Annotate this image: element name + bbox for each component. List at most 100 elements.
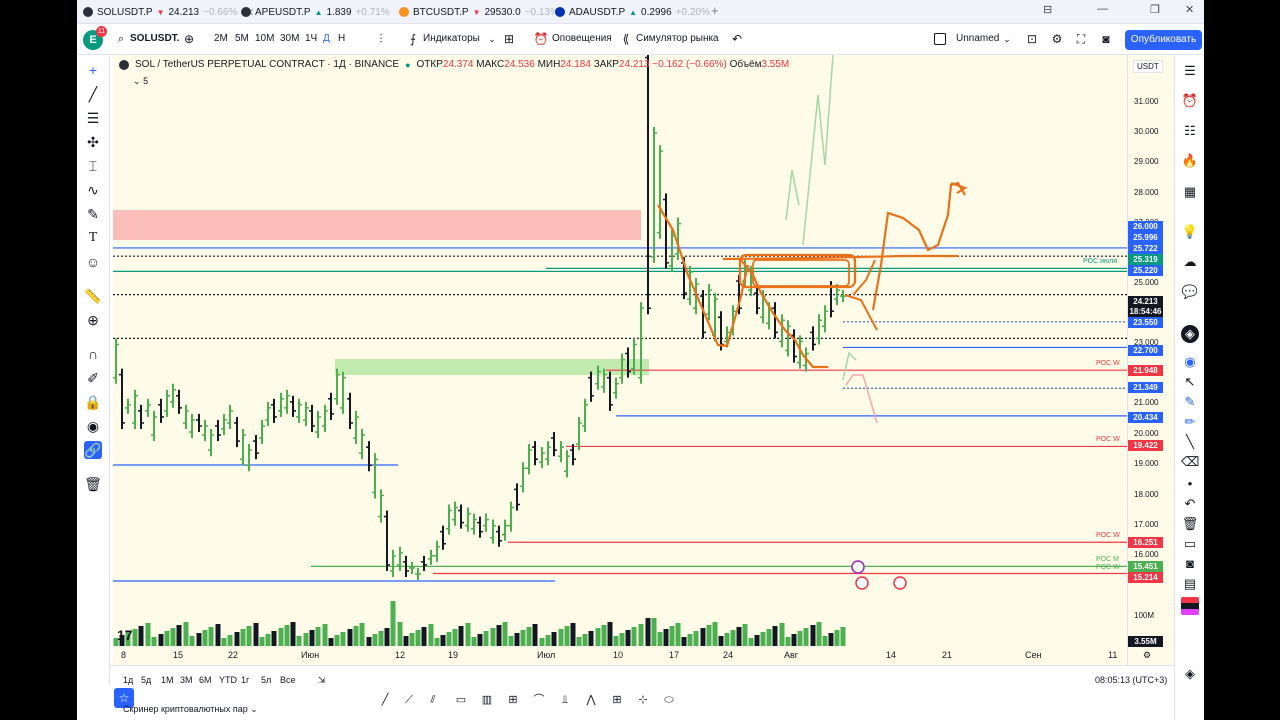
tab-btcusdt[interactable]: BTCUSDT.P ▼ 29530.0 −0.13%: [399, 4, 559, 20]
chevron-down-icon[interactable]: ⌄: [1003, 34, 1011, 44]
visibility-icon[interactable]: ◉: [1184, 354, 1196, 369]
tab-apeusdt[interactable]: APEUSDT.P ▲ 1.839 +0.71%: [241, 4, 390, 20]
range-4[interactable]: 6М: [199, 675, 212, 685]
screenshot-icon[interactable]: ◙: [1186, 556, 1194, 571]
fullscreen-layout-icon[interactable]: ⊡: [1026, 32, 1038, 46]
search-icon[interactable]: ⌕: [117, 33, 125, 45]
time-scale[interactable]: 8 15 22 Июн 12 19 Июл 10 17 24 Авг 14 21 Сен 11 ⚙: [113, 648, 1151, 665]
range-0[interactable]: 1д: [123, 675, 134, 685]
eye-icon[interactable]: ◉: [86, 418, 100, 434]
publish-button[interactable]: Опубликовать: [1125, 30, 1202, 50]
line-tool-icon[interactable]: ╲: [1186, 434, 1194, 449]
minimize-button[interactable]: —: [1097, 3, 1108, 15]
interval-30m[interactable]: 30M: [280, 33, 300, 44]
restore-button[interactable]: ❐: [1150, 4, 1160, 16]
brush-icon[interactable]: ✎: [87, 206, 99, 222]
fib-icon[interactable]: ⊞: [508, 694, 518, 706]
templates-icon[interactable]: ⊞: [503, 32, 515, 46]
layers-icon[interactable]: ◈: [1185, 666, 1195, 681]
eraser-icon[interactable]: ⌫: [1181, 454, 1200, 469]
layout-icon[interactable]: ⊟: [1043, 4, 1053, 16]
path-icon[interactable]: ∿: [87, 182, 99, 198]
ideas-icon[interactable]: 💡: [1181, 224, 1199, 239]
hotlist-icon[interactable]: 🔥: [1181, 153, 1199, 168]
interval-2m[interactable]: 2M: [214, 33, 228, 44]
trendline-icon[interactable]: ╱: [88, 86, 98, 102]
fullscreen-icon[interactable]: ⛶: [1076, 32, 1086, 46]
clock[interactable]: 08:05:13 (UTC+3): [1095, 675, 1168, 685]
screener-tab[interactable]: Скринер криптовалютных пар ⌄: [123, 704, 258, 715]
currency-label[interactable]: USDT: [1133, 60, 1163, 73]
replay-icon[interactable]: ⟪: [622, 32, 630, 46]
symbol-search[interactable]: SOLUSDT.: [130, 33, 180, 44]
range-8[interactable]: Все: [280, 675, 296, 685]
range-3[interactable]: 3М: [180, 675, 193, 685]
interval-1h[interactable]: 1Ч: [305, 33, 318, 44]
alerts-button[interactable]: Оповещения: [552, 33, 612, 44]
calendar-icon[interactable]: ▦: [1183, 184, 1197, 199]
monitor-icon[interactable]: ▭: [1183, 536, 1197, 551]
link-icon[interactable]: 🔗: [84, 441, 102, 459]
goto-date-icon[interactable]: ⇲: [318, 675, 326, 685]
trash-icon[interactable]: 🗑: [1181, 516, 1199, 531]
indicator-toggle[interactable]: ⌄ 5: [133, 76, 148, 87]
path-icon[interactable]: ⋀: [586, 694, 596, 706]
ellipse-icon[interactable]: ⬭: [664, 694, 674, 706]
favorite-star-button[interactable]: ☆: [114, 688, 134, 708]
text-icon[interactable]: T: [88, 230, 98, 245]
position-icon[interactable]: ⊞: [612, 694, 622, 706]
cursor-icon[interactable]: ↖: [1184, 374, 1196, 389]
chevron-down-icon[interactable]: ⌄: [488, 34, 496, 44]
interval-w[interactable]: Н: [338, 33, 346, 44]
dot-icon[interactable]: ●: [1187, 479, 1193, 488]
interval-d[interactable]: Д: [323, 33, 330, 44]
measure-icon[interactable]: ⊹: [638, 694, 648, 706]
replay-button[interactable]: Симулятор рынка: [636, 33, 719, 44]
channel-icon[interactable]: ▥: [481, 694, 493, 706]
alarm-clock-icon[interactable]: ⏰: [1181, 93, 1199, 108]
range-7[interactable]: 5л: [261, 675, 272, 685]
interval-5m[interactable]: 5M: [235, 33, 249, 44]
layout-name[interactable]: Unnamed: [956, 33, 1000, 44]
undo-icon[interactable]: ↶: [1184, 496, 1196, 511]
cloud-icon[interactable]: ☁: [1183, 254, 1197, 269]
pattern-icon[interactable]: ✣: [87, 134, 99, 150]
fib-retracement-icon[interactable]: ☰: [86, 110, 100, 126]
arc-icon[interactable]: ⌒: [533, 694, 545, 706]
document-icon[interactable]: ▤: [1183, 576, 1197, 591]
ruler-icon[interactable]: 📏: [84, 288, 102, 304]
indicators-icon[interactable]: ⨍: [409, 32, 417, 46]
zoom-in-icon[interactable]: ⊕: [87, 312, 99, 328]
range-5[interactable]: YTD: [219, 675, 237, 685]
indicators-button[interactable]: Индикаторы: [423, 33, 480, 44]
stay-in-drawing-icon[interactable]: ✐: [87, 370, 99, 386]
lock-icon[interactable]: 🔒: [84, 394, 102, 410]
forecast-icon[interactable]: ⫫: [561, 694, 569, 706]
add-symbol-icon[interactable]: ⊕: [183, 32, 195, 46]
rectangle-icon[interactable]: ▭: [455, 694, 467, 706]
close-window-button[interactable]: ✕: [1185, 4, 1195, 16]
highlighter-icon[interactable]: ✏: [1184, 414, 1196, 429]
alert-clock-icon[interactable]: ⏰: [533, 32, 549, 46]
trash-icon[interactable]: 🗑: [84, 476, 102, 492]
new-tab-icon[interactable]: +: [711, 3, 719, 18]
magnet-icon[interactable]: ∩: [87, 346, 99, 362]
chat-icon[interactable]: 💬: [1181, 284, 1199, 299]
tab-solusdt[interactable]: SOLUSDT.P ▼ 24.213 −0.66% ✕: [83, 4, 255, 20]
range-1[interactable]: 5д: [141, 675, 152, 685]
pen-icon[interactable]: ✎: [1184, 394, 1196, 409]
color-palette-icon[interactable]: [1181, 597, 1199, 615]
watchlist-icon[interactable]: ☰: [1184, 63, 1196, 78]
trendline-icon[interactable]: ⟋: [405, 694, 413, 706]
range-6[interactable]: 1г: [241, 675, 250, 685]
camera-icon[interactable]: ◙: [1102, 32, 1110, 46]
interval-10m[interactable]: 10M: [255, 33, 275, 44]
long-position-icon[interactable]: ⌶: [88, 158, 98, 174]
gear-icon[interactable]: ⚙: [1051, 32, 1063, 46]
cursor-icon[interactable]: ╱: [381, 694, 389, 706]
layout-checkbox[interactable]: [934, 33, 946, 45]
crosshair-icon[interactable]: +: [88, 62, 98, 78]
parallel-channel-icon[interactable]: ⫽: [430, 694, 436, 706]
chart-pane[interactable]: POC июля POC W POC W POC W POC M POC W 17 SOL …: [113, 55, 1127, 665]
